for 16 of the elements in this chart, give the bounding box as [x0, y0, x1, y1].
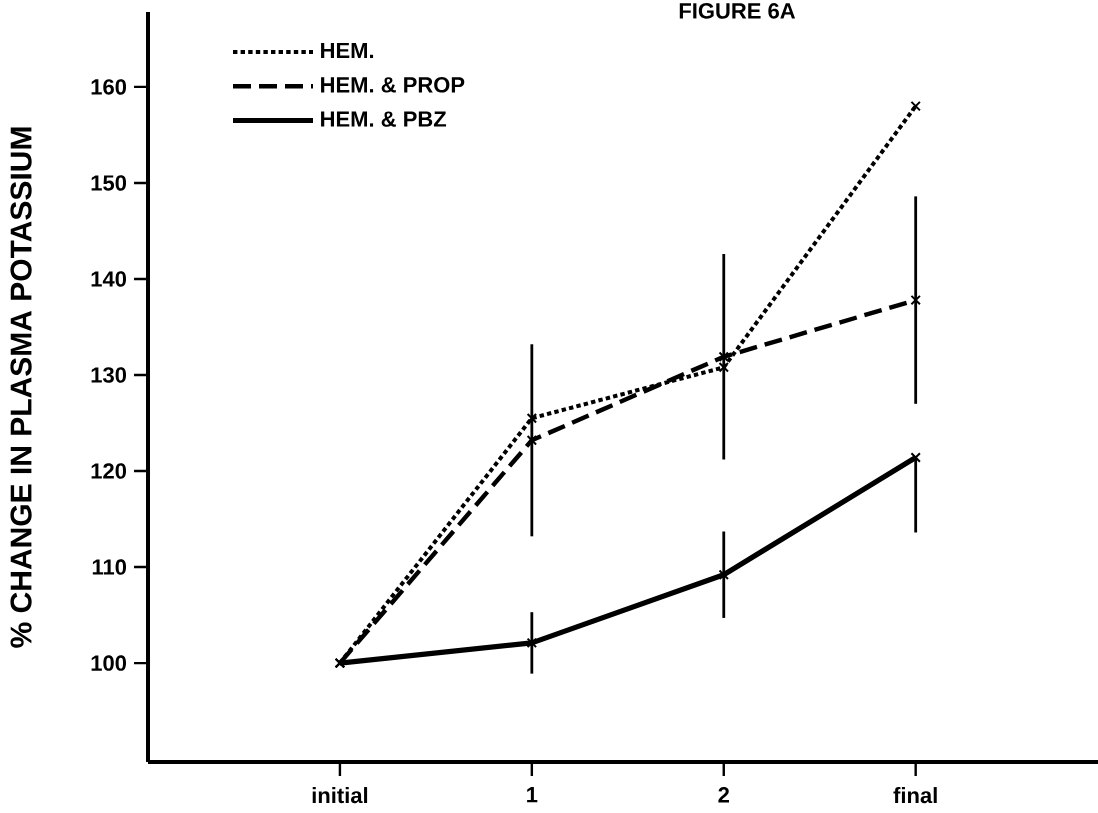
legend-label: HEM. & PBZ [321, 111, 447, 127]
x-tick-label: 1 [527, 787, 538, 803]
y-axis-title: % CHANGE IN PLASMA POTASSIUM [10, 127, 32, 648]
y-tick-label: 100 [91, 655, 127, 671]
y-tick-label: 150 [91, 175, 127, 191]
y-tick-label: 160 [91, 79, 127, 95]
chart-title: FIGURE 6A [679, 3, 796, 19]
y-tick-label: 110 [92, 559, 127, 575]
legend-label: HEM. [321, 42, 374, 59]
y-tick-label: 140 [91, 271, 127, 287]
y-tick-label: 120 [91, 463, 127, 479]
y-tick-label: 130 [91, 367, 127, 383]
x-tick-label: initial [312, 787, 368, 804]
x-tick-label: final [893, 787, 937, 804]
x-tick-label: 2 [718, 787, 729, 803]
legend-label: HEM. & PROP [321, 77, 465, 93]
